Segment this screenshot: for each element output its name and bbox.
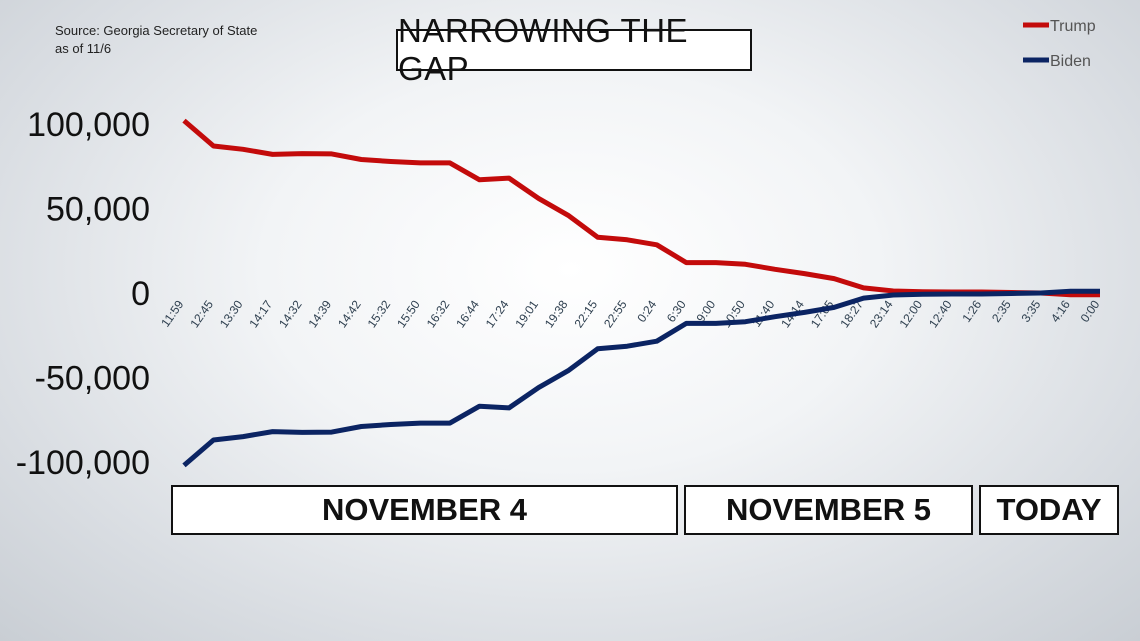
x-tick-label: 12:00 bbox=[896, 297, 925, 330]
x-tick-label: 12:45 bbox=[187, 297, 216, 330]
x-tick-label: 4:16 bbox=[1048, 297, 1073, 324]
x-tick-label: 9:00 bbox=[693, 297, 718, 324]
y-tick-label: -50,000 bbox=[35, 360, 150, 398]
x-tick-label: 14:42 bbox=[335, 297, 364, 330]
x-tick-label: 0:24 bbox=[634, 297, 659, 324]
date-label-november-4: NOVEMBER 4 bbox=[171, 485, 678, 535]
source-line: Source: Georgia Secretary of State bbox=[55, 23, 258, 38]
source-note: Source: Georgia Secretary of State as of… bbox=[55, 22, 257, 58]
y-tick-label: -100,000 bbox=[16, 444, 150, 482]
x-tick-label: 19:38 bbox=[542, 297, 571, 330]
legend-label-biden: Biden bbox=[1050, 53, 1091, 70]
x-tick-label: 14:39 bbox=[306, 297, 335, 330]
x-tick-label: 0:00 bbox=[1078, 297, 1103, 324]
x-tick-label: 16:32 bbox=[424, 297, 453, 330]
x-tick-label: 3:35 bbox=[1018, 297, 1043, 324]
x-tick-label: 22:55 bbox=[601, 297, 630, 330]
x-tick-label: 17:24 bbox=[483, 297, 512, 330]
y-tick-label: 50,000 bbox=[46, 191, 150, 229]
x-tick-label: 2:35 bbox=[989, 297, 1014, 324]
x-tick-label: 17:05 bbox=[808, 297, 837, 330]
legend-label-trump: Trump bbox=[1050, 18, 1096, 35]
x-tick-label: 14:17 bbox=[246, 297, 275, 330]
x-tick-label: 12:40 bbox=[926, 297, 955, 330]
y-tick-label: 100,000 bbox=[27, 106, 150, 144]
x-tick-label: 11:40 bbox=[749, 297, 777, 329]
y-tick-label: 0 bbox=[131, 275, 150, 313]
series-line-biden bbox=[182, 288, 1100, 468]
source-date: as of 11/6 bbox=[55, 41, 112, 56]
date-label-today: TODAY bbox=[979, 485, 1119, 535]
x-tick-label: 1:26 bbox=[959, 297, 984, 324]
x-tick-label: 15:50 bbox=[394, 297, 423, 330]
date-label-november-5: NOVEMBER 5 bbox=[684, 485, 973, 535]
x-tick-label: 11:59 bbox=[158, 297, 186, 329]
x-tick-label: 13:30 bbox=[217, 297, 246, 330]
x-tick-label: 15:32 bbox=[365, 297, 394, 330]
x-tick-label: 14:32 bbox=[276, 297, 305, 330]
x-tick-label: 22:15 bbox=[571, 297, 600, 330]
x-tick-label: 19:01 bbox=[512, 297, 541, 330]
x-tick-label: 16:44 bbox=[453, 297, 482, 330]
series-line-trump bbox=[182, 118, 1100, 298]
x-tick-label: 23:14 bbox=[867, 297, 896, 330]
x-tick-label: 6:30 bbox=[664, 297, 689, 324]
